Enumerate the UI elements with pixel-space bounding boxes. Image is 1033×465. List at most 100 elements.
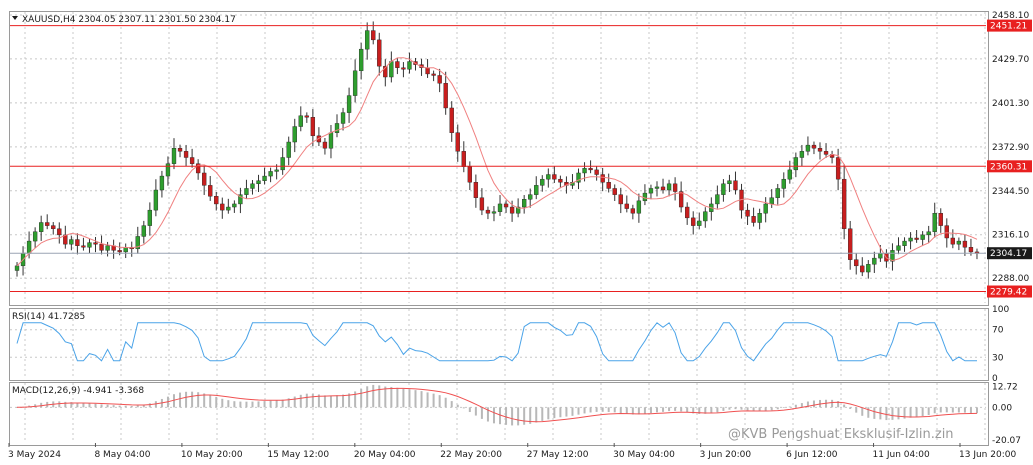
candle-body[interactable] bbox=[769, 197, 774, 205]
candle-body[interactable] bbox=[823, 151, 829, 155]
candle-body[interactable] bbox=[594, 169, 599, 175]
candle-body[interactable] bbox=[340, 112, 346, 124]
candle-body[interactable] bbox=[727, 180, 732, 185]
candle-body[interactable] bbox=[238, 194, 243, 205]
candle-body[interactable] bbox=[932, 213, 937, 232]
candle-body[interactable] bbox=[389, 61, 394, 78]
candle-body[interactable] bbox=[642, 192, 648, 202]
candle-body[interactable] bbox=[902, 240, 907, 246]
candle-body[interactable] bbox=[220, 203, 225, 211]
candle-body[interactable] bbox=[956, 240, 962, 245]
candle-body[interactable] bbox=[280, 157, 285, 171]
macd-pane-frame[interactable] bbox=[9, 382, 989, 446]
candle-body[interactable] bbox=[763, 203, 768, 214]
candle-body[interactable] bbox=[268, 171, 273, 177]
candle-body[interactable] bbox=[666, 183, 672, 191]
dropdown-triangle-icon[interactable] bbox=[12, 16, 18, 20]
candle-body[interactable] bbox=[588, 168, 593, 171]
candle-body[interactable] bbox=[624, 203, 629, 209]
candle-body[interactable] bbox=[87, 242, 92, 248]
candle-body[interactable] bbox=[159, 175, 165, 191]
candle-body[interactable] bbox=[455, 132, 460, 152]
candle-body[interactable] bbox=[896, 245, 901, 251]
candle-body[interactable] bbox=[854, 259, 859, 267]
candle-body[interactable] bbox=[135, 236, 140, 250]
candle-body[interactable] bbox=[497, 203, 503, 212]
candle-body[interactable] bbox=[153, 189, 159, 211]
candle-body[interactable] bbox=[45, 222, 50, 226]
candle-body[interactable] bbox=[202, 172, 207, 186]
candle-body[interactable] bbox=[691, 217, 696, 226]
candle-body[interactable] bbox=[757, 213, 762, 223]
candle-body[interactable] bbox=[117, 250, 122, 253]
candle-body[interactable] bbox=[147, 209, 153, 226]
candle-body[interactable] bbox=[328, 132, 334, 149]
candle-body[interactable] bbox=[75, 239, 80, 246]
candle-body[interactable] bbox=[703, 211, 708, 222]
candle-body[interactable] bbox=[799, 151, 805, 158]
candle-body[interactable] bbox=[950, 237, 955, 245]
candle-body[interactable] bbox=[232, 203, 237, 208]
candle-body[interactable] bbox=[781, 178, 786, 189]
candle-body[interactable] bbox=[552, 174, 557, 180]
candle-body[interactable] bbox=[817, 148, 823, 152]
candle-body[interactable] bbox=[461, 151, 466, 167]
candle-body[interactable] bbox=[377, 39, 382, 67]
candle-body[interactable] bbox=[908, 237, 913, 242]
candle-body[interactable] bbox=[274, 169, 279, 172]
candle-body[interactable] bbox=[485, 209, 491, 214]
candle-body[interactable] bbox=[479, 197, 485, 211]
candle-body[interactable] bbox=[425, 67, 430, 75]
candle-body[interactable] bbox=[310, 117, 316, 137]
candle-body[interactable] bbox=[226, 206, 231, 211]
candle-body[interactable] bbox=[848, 228, 853, 260]
candle-body[interactable] bbox=[534, 185, 539, 195]
candle-body[interactable] bbox=[32, 231, 38, 242]
candle-body[interactable] bbox=[890, 250, 895, 262]
candle-body[interactable] bbox=[256, 180, 261, 185]
candle-body[interactable] bbox=[346, 95, 352, 113]
candle-body[interactable] bbox=[99, 243, 104, 251]
candle-body[interactable] bbox=[715, 194, 720, 205]
candle-body[interactable] bbox=[612, 188, 617, 195]
candle-body[interactable] bbox=[835, 157, 841, 180]
candle-body[interactable] bbox=[787, 169, 792, 180]
candle-body[interactable] bbox=[443, 83, 448, 109]
candle-body[interactable] bbox=[208, 185, 213, 197]
candle-body[interactable] bbox=[509, 206, 515, 214]
candle-body[interactable] bbox=[171, 148, 177, 164]
candle-body[interactable] bbox=[582, 168, 587, 174]
candle-body[interactable] bbox=[751, 216, 756, 223]
candle-body[interactable] bbox=[322, 141, 328, 149]
candle-body[interactable] bbox=[189, 157, 195, 164]
candle-body[interactable] bbox=[39, 222, 44, 232]
candle-body[interactable] bbox=[262, 175, 267, 181]
candle-body[interactable] bbox=[878, 253, 883, 259]
candle-body[interactable] bbox=[437, 75, 442, 84]
candle-body[interactable] bbox=[141, 225, 146, 237]
candle-body[interactable] bbox=[491, 211, 497, 214]
candle-body[interactable] bbox=[648, 188, 654, 194]
candle-body[interactable] bbox=[244, 188, 249, 195]
main-chart-frame[interactable] bbox=[9, 11, 989, 306]
candle-body[interactable] bbox=[304, 115, 309, 118]
candle-body[interactable] bbox=[298, 115, 303, 127]
candle-body[interactable] bbox=[286, 141, 291, 158]
candle-body[interactable] bbox=[660, 186, 666, 191]
candle-body[interactable] bbox=[654, 186, 660, 189]
candle-body[interactable] bbox=[920, 234, 925, 240]
candle-body[interactable] bbox=[371, 30, 376, 41]
candle-body[interactable] bbox=[473, 182, 479, 198]
candle-body[interactable] bbox=[600, 174, 605, 183]
candle-body[interactable] bbox=[630, 208, 636, 214]
candle-body[interactable] bbox=[962, 240, 968, 248]
candle-body[interactable] bbox=[721, 183, 726, 195]
candle-body[interactable] bbox=[841, 178, 847, 229]
candle-body[interactable] bbox=[515, 206, 521, 214]
candle-body[interactable] bbox=[540, 178, 545, 186]
candle-body[interactable] bbox=[69, 239, 74, 245]
candle-body[interactable] bbox=[733, 180, 738, 191]
candle-body[interactable] bbox=[352, 70, 358, 96]
candle-body[interactable] bbox=[183, 151, 189, 158]
